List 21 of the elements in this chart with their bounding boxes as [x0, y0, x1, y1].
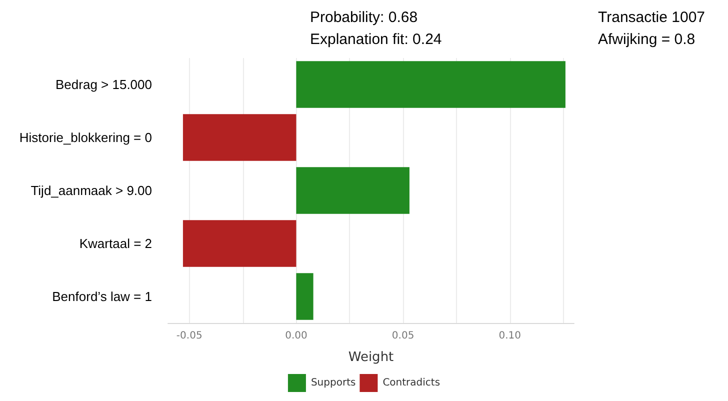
y-tick-label: Benford’s law = 1: [52, 289, 152, 304]
legend-label: Supports: [310, 378, 356, 388]
y-tick-label: Kwartaal = 2: [79, 236, 152, 251]
text: Afwijking = 0.8: [598, 31, 696, 48]
x-tick-label: -0.05: [176, 330, 202, 342]
bar: [296, 273, 314, 320]
x-axis-title: Weight: [348, 350, 394, 365]
bar: [182, 220, 296, 267]
y-tick-label: Tijd_aanmaak > 9.00: [30, 183, 152, 198]
x-tick-label: 0.00: [285, 330, 308, 342]
bar: [296, 61, 566, 108]
text: Probability: 0.68: [310, 9, 418, 26]
y-tick-label: Bedrag > 15.000: [56, 77, 152, 92]
x-tick-label: 0.05: [392, 330, 414, 342]
legend-label: Contradicts: [382, 378, 440, 388]
bar: [182, 114, 296, 161]
y-tick-label: Historie_blokkering = 0: [19, 130, 152, 145]
x-tick-label: 0.10: [498, 330, 522, 342]
bar: [296, 167, 410, 214]
text: Transactie 1007: [598, 9, 706, 26]
text: Explanation fit: 0.24: [310, 31, 442, 48]
